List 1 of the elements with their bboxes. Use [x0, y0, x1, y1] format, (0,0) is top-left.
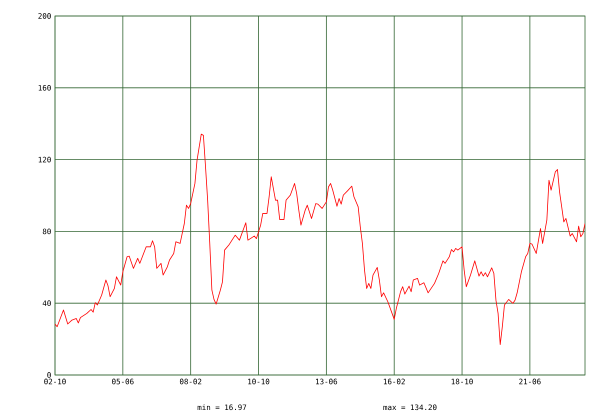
- line-series: [55, 134, 586, 345]
